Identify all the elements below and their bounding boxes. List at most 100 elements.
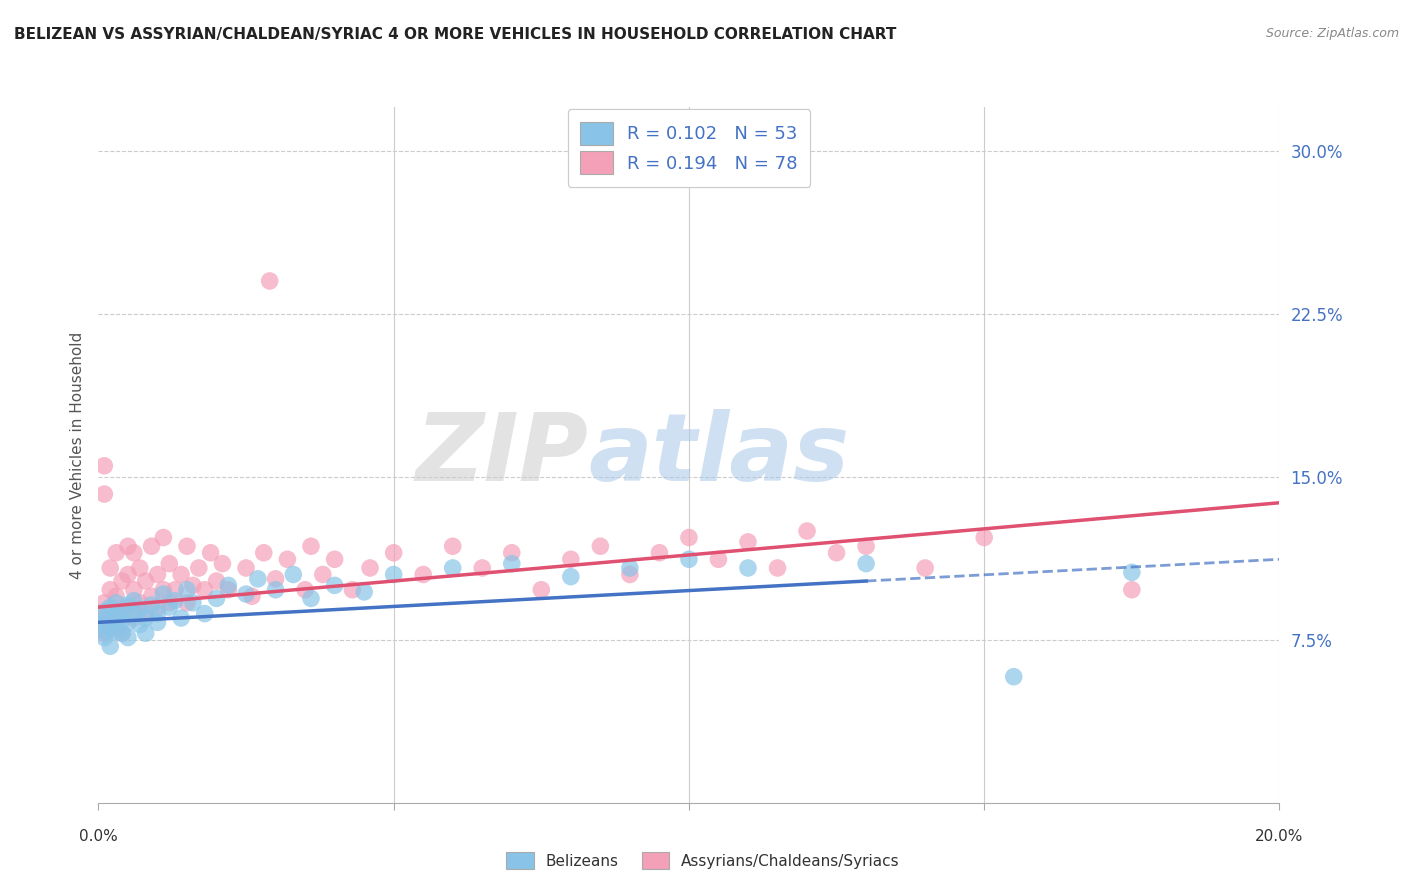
Text: 20.0%: 20.0% bbox=[1256, 829, 1303, 844]
Point bbox=[105, 596, 128, 610]
Point bbox=[122, 607, 145, 621]
Point bbox=[323, 552, 346, 566]
Point bbox=[1002, 670, 1025, 684]
Point bbox=[117, 539, 139, 553]
Point bbox=[152, 582, 174, 597]
Point bbox=[122, 546, 145, 560]
Point bbox=[111, 626, 134, 640]
Point bbox=[98, 561, 121, 575]
Point bbox=[117, 598, 139, 612]
Point bbox=[93, 626, 115, 640]
Point bbox=[205, 574, 228, 588]
Text: BELIZEAN VS ASSYRIAN/CHALDEAN/SYRIAC 4 OR MORE VEHICLES IN HOUSEHOLD CORRELATION: BELIZEAN VS ASSYRIAN/CHALDEAN/SYRIAC 4 O… bbox=[14, 27, 897, 42]
Point bbox=[135, 574, 157, 588]
Point bbox=[235, 587, 257, 601]
Legend: R = 0.102   N = 53, R = 0.194   N = 78: R = 0.102 N = 53, R = 0.194 N = 78 bbox=[568, 109, 810, 187]
Point bbox=[157, 596, 180, 610]
Point bbox=[181, 596, 204, 610]
Point bbox=[122, 611, 145, 625]
Point bbox=[105, 608, 128, 623]
Point bbox=[111, 574, 134, 588]
Point bbox=[205, 591, 228, 606]
Point bbox=[128, 596, 150, 610]
Point bbox=[194, 582, 217, 597]
Point bbox=[176, 596, 198, 610]
Point bbox=[146, 600, 169, 615]
Point bbox=[382, 546, 405, 560]
Point bbox=[589, 539, 612, 553]
Point bbox=[619, 561, 641, 575]
Point bbox=[678, 531, 700, 545]
Point bbox=[111, 613, 134, 627]
Point bbox=[141, 539, 163, 553]
Point bbox=[825, 546, 848, 560]
Point bbox=[105, 617, 128, 632]
Point bbox=[240, 589, 263, 603]
Point bbox=[93, 458, 115, 473]
Point bbox=[471, 561, 494, 575]
Point bbox=[176, 582, 198, 597]
Point bbox=[737, 561, 759, 575]
Point bbox=[135, 611, 157, 625]
Point bbox=[87, 617, 110, 632]
Point bbox=[146, 567, 169, 582]
Point bbox=[276, 552, 298, 566]
Point bbox=[105, 624, 128, 638]
Point bbox=[259, 274, 281, 288]
Point bbox=[312, 567, 335, 582]
Point bbox=[157, 600, 180, 615]
Point bbox=[98, 582, 121, 597]
Point bbox=[187, 561, 209, 575]
Point bbox=[441, 561, 464, 575]
Point bbox=[170, 611, 193, 625]
Point bbox=[93, 487, 115, 501]
Point bbox=[264, 582, 287, 597]
Point bbox=[323, 578, 346, 592]
Point bbox=[141, 598, 163, 612]
Point bbox=[855, 557, 877, 571]
Point bbox=[93, 605, 115, 619]
Point bbox=[530, 582, 553, 597]
Point bbox=[412, 567, 434, 582]
Point bbox=[1121, 582, 1143, 597]
Point bbox=[648, 546, 671, 560]
Y-axis label: 4 or more Vehicles in Household: 4 or more Vehicles in Household bbox=[69, 331, 84, 579]
Point bbox=[973, 531, 995, 545]
Point bbox=[678, 552, 700, 566]
Point bbox=[560, 570, 582, 584]
Point bbox=[382, 567, 405, 582]
Point bbox=[87, 622, 110, 636]
Point bbox=[146, 615, 169, 630]
Point bbox=[501, 557, 523, 571]
Point bbox=[796, 524, 818, 538]
Point bbox=[246, 572, 269, 586]
Point bbox=[117, 567, 139, 582]
Point bbox=[1121, 566, 1143, 580]
Point bbox=[122, 593, 145, 607]
Point bbox=[766, 561, 789, 575]
Text: 0.0%: 0.0% bbox=[79, 829, 118, 844]
Point bbox=[181, 578, 204, 592]
Point bbox=[111, 605, 134, 619]
Point bbox=[194, 607, 217, 621]
Point bbox=[111, 605, 134, 619]
Text: ZIP: ZIP bbox=[416, 409, 589, 501]
Point bbox=[353, 585, 375, 599]
Point bbox=[141, 589, 163, 603]
Point bbox=[165, 593, 187, 607]
Point bbox=[170, 567, 193, 582]
Point bbox=[152, 531, 174, 545]
Point bbox=[855, 539, 877, 553]
Point bbox=[111, 626, 134, 640]
Point bbox=[707, 552, 730, 566]
Point bbox=[211, 557, 233, 571]
Point bbox=[128, 602, 150, 616]
Point bbox=[117, 615, 139, 630]
Point bbox=[98, 600, 121, 615]
Point bbox=[294, 582, 316, 597]
Point bbox=[98, 611, 121, 625]
Point bbox=[200, 546, 222, 560]
Point bbox=[98, 639, 121, 653]
Point bbox=[217, 582, 239, 597]
Text: atlas: atlas bbox=[589, 409, 849, 501]
